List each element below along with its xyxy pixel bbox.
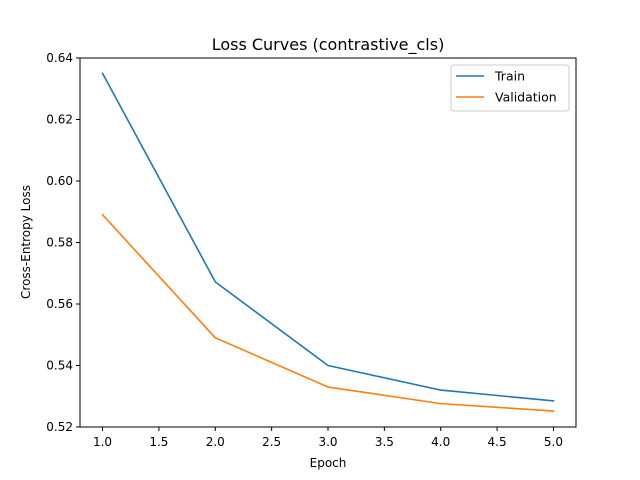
y-tick-label: 0.52 bbox=[46, 420, 73, 434]
series-line-validation bbox=[101, 213, 555, 412]
chart-title: Loss Curves (contrastive_cls) bbox=[212, 35, 445, 55]
legend-label-train: Train bbox=[494, 69, 525, 84]
x-tick-label: 1.5 bbox=[149, 435, 168, 449]
x-tick-label: 4.5 bbox=[488, 435, 507, 449]
axes-frame bbox=[79, 57, 577, 428]
series-line-train bbox=[101, 72, 555, 402]
x-tick-label: 5.0 bbox=[544, 435, 563, 449]
y-tick-label: 0.64 bbox=[46, 51, 73, 65]
y-tick-label: 0.60 bbox=[46, 174, 73, 188]
x-tick-label: 3.0 bbox=[318, 435, 337, 449]
x-tick-label: 2.0 bbox=[206, 435, 225, 449]
legend-entries: Train Validation bbox=[456, 69, 557, 105]
legend-label-validation: Validation bbox=[495, 90, 557, 105]
y-tick-label: 0.62 bbox=[46, 113, 73, 127]
x-tick-label: 2.5 bbox=[262, 435, 281, 449]
x-tick-label: 3.5 bbox=[375, 435, 394, 449]
x-tick-label: 1.0 bbox=[93, 435, 112, 449]
x-tick-label: 4.0 bbox=[431, 435, 450, 449]
plot-area bbox=[79, 57, 577, 428]
y-tick-label: 0.56 bbox=[46, 297, 73, 311]
y-axis-label: Cross-Entropy Loss bbox=[19, 185, 33, 299]
y-tick-label: 0.58 bbox=[46, 236, 73, 250]
x-axis-ticks: 1.0 1.5 2.0 2.5 3.0 3.5 4.0 4.5 5.0 bbox=[93, 427, 563, 449]
x-axis-label: Epoch bbox=[310, 456, 347, 470]
y-tick-label: 0.54 bbox=[46, 359, 73, 373]
y-axis-ticks: 0.52 0.54 0.56 0.58 0.60 0.62 0.64 bbox=[46, 51, 80, 434]
legend: Train Validation bbox=[450, 64, 570, 112]
series-layer bbox=[101, 72, 555, 412]
